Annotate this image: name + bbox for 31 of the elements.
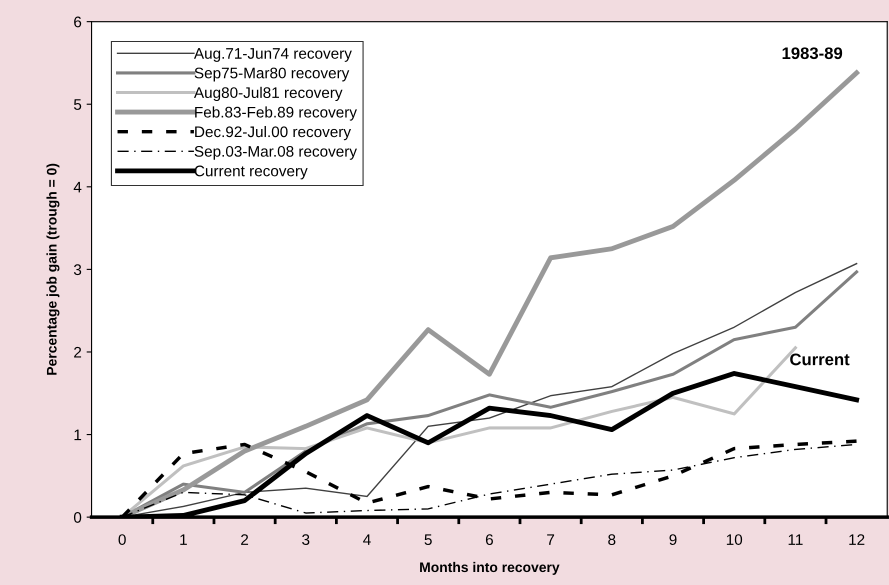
x-tick-label: 2 [241,534,248,545]
y-tick-label: 4 [74,182,82,192]
x-tick-label: 3 [302,534,310,546]
x-tick-label: 1 [180,534,187,545]
x-tick-label: 5 [424,534,432,546]
annotation: 1983-89 [782,47,842,60]
x-tick-label: 6 [486,534,493,546]
legend-label: Aug80-Jul81 recovery [194,86,343,102]
x-tick-label: 4 [363,534,371,545]
y-tick-label: 5 [74,99,82,110]
legend-label: Sep75-Mar80 recovery [194,68,350,82]
legend-label: Aug.71-Jun74 recovery [194,48,352,62]
y-axis-title: Percentage job gain (trough = 0) [46,164,60,375]
x-tick-label: 11 [788,534,803,545]
y-tick-label: 0 [74,512,82,523]
legend-label: Current recovery [194,166,308,180]
annotation: Current [790,354,850,366]
x-tick-label: 10 [726,534,742,546]
x-tick-label: 12 [849,534,864,545]
legend-label: Dec.92-Jul.00 recovery [195,126,351,140]
y-tick-label: 1 [74,430,82,440]
y-tick-label: 6 [74,16,82,28]
x-tick-label: 9 [669,534,677,546]
legend-label: Feb.83-Feb.89 recovery [195,106,357,121]
x-tick-label: 8 [608,534,616,546]
y-tick-label: 3 [74,264,82,276]
legend-label: Sep.03-Mar.08 recovery [194,146,357,160]
x-tick-label: 0 [118,534,126,546]
x-axis-title: Months into recovery [420,562,560,575]
y-tick-label: 2 [74,346,82,358]
x-tick-label: 7 [547,534,554,545]
